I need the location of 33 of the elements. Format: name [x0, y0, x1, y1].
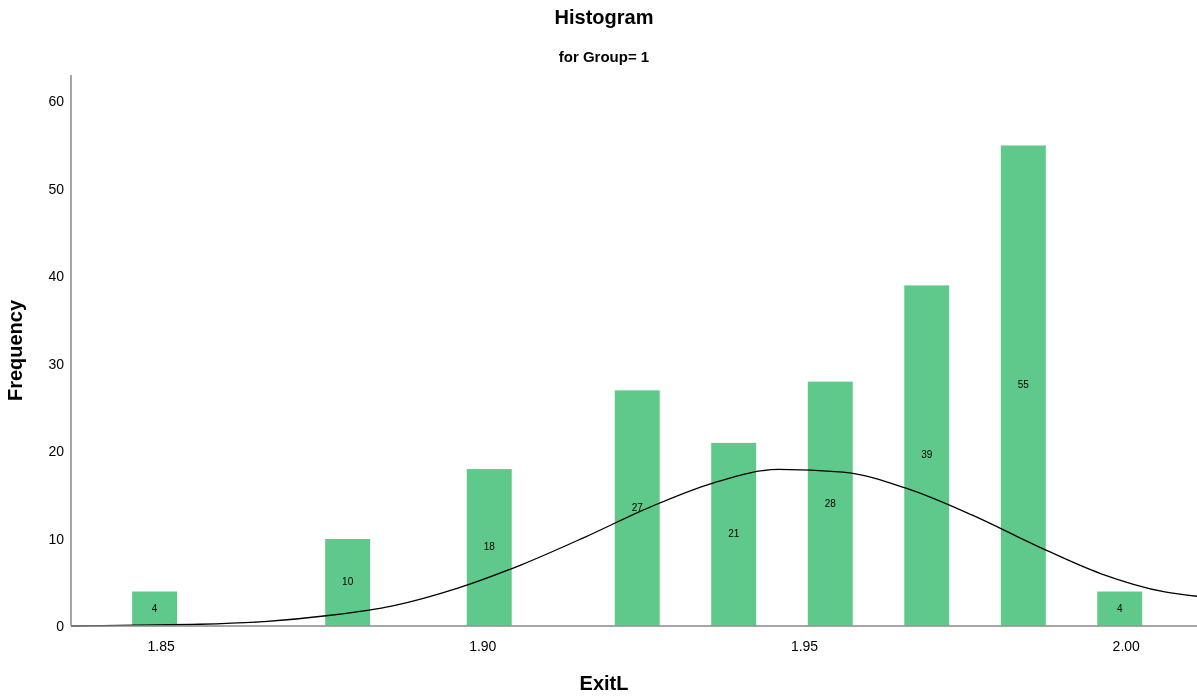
- x-tick-label: 2.00: [1112, 638, 1141, 654]
- data-label: 28: [824, 497, 837, 509]
- y-tick-label: 10: [48, 530, 65, 547]
- data-label: 18: [483, 541, 496, 553]
- y-tick-label: 60: [48, 93, 65, 110]
- y-tick-label: 50: [48, 180, 65, 197]
- bar: [324, 538, 372, 627]
- chart-title: Histogram: [554, 6, 654, 28]
- bar: [806, 380, 854, 627]
- x-axis-title: ExitL: [579, 672, 629, 694]
- data-label: 21: [728, 528, 740, 540]
- data-label: 4: [151, 602, 158, 614]
- y-tick-label: 0: [56, 618, 65, 634]
- y-tick-label: 30: [48, 355, 65, 372]
- chart-subtitle: for Group= 1: [558, 48, 650, 65]
- bar: [999, 144, 1047, 627]
- data-label: 27: [631, 501, 644, 513]
- bar: [1096, 590, 1144, 627]
- data-label: 4: [1117, 602, 1124, 614]
- x-tick-label: 1.90: [469, 638, 497, 654]
- data-label: 55: [1017, 379, 1030, 391]
- bar: [710, 441, 758, 627]
- data-label: 39: [921, 449, 933, 461]
- y-tick-label: 40: [48, 268, 65, 285]
- bar: [465, 468, 513, 627]
- y-axis-title: Frequency: [4, 299, 26, 402]
- bar: [131, 590, 179, 627]
- x-tick-label: 1.85: [147, 638, 175, 654]
- bar: [903, 284, 951, 627]
- x-tick-label: 1.95: [790, 638, 819, 654]
- y-tick-label: 20: [48, 443, 65, 460]
- bar: [613, 389, 661, 627]
- data-label: 10: [342, 576, 354, 588]
